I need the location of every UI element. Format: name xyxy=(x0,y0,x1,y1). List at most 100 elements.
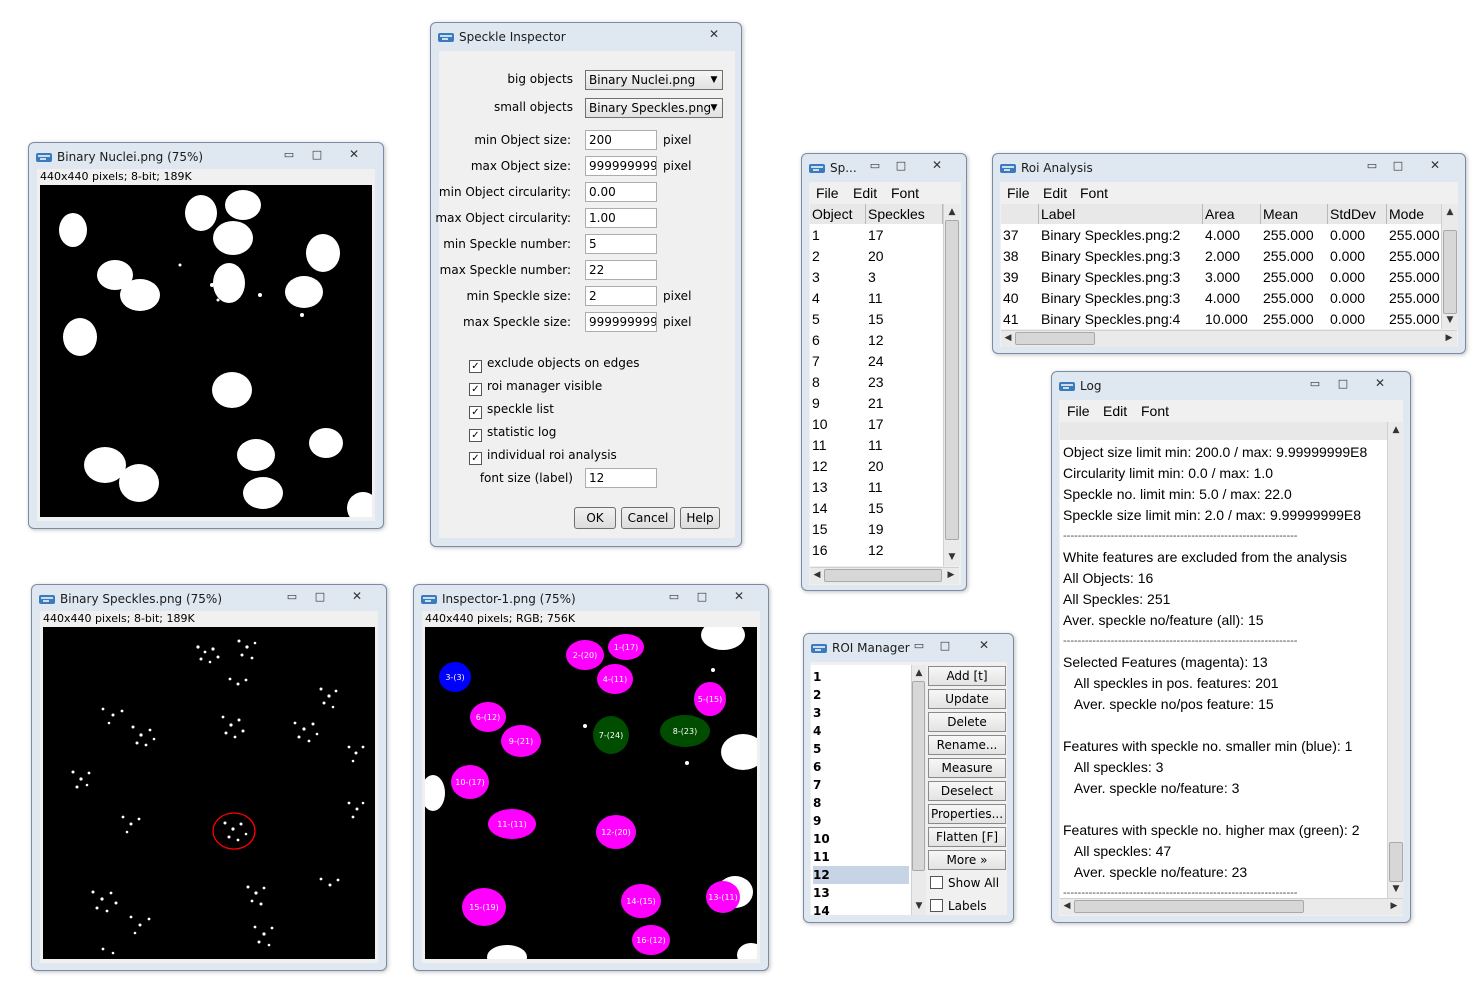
roi-list-item[interactable]: 14 xyxy=(813,904,830,915)
properties-button[interactable]: Properties... xyxy=(928,804,1006,824)
roi-list-item[interactable]: 9 xyxy=(813,814,822,828)
image-canvas[interactable]: 1-(17) 2-(20) 3-(3) 4-(11) 5-(15) 6-(12) 7-(24… xyxy=(425,627,757,959)
title-bar[interactable]: Roi Analysis ▭ □ ✕ xyxy=(993,154,1465,182)
close-icon[interactable]: ✕ xyxy=(931,158,943,172)
menu-edit[interactable]: Edit xyxy=(1043,185,1068,201)
table-row[interactable]: 5 15 xyxy=(810,309,943,330)
table-row[interactable]: 16 12 xyxy=(810,540,943,561)
table-row[interactable]: 40 Binary Speckles.png:3 4.000 255.000 0.000… xyxy=(1001,288,1441,309)
vertical-scrollbar[interactable]: ▲ ▼ xyxy=(1387,422,1404,898)
add-button[interactable]: Add [t] xyxy=(928,666,1006,686)
table-row[interactable]: 6 12 xyxy=(810,330,943,351)
table-row[interactable]: 37 Binary Speckles.png:2 4.000 255.000 0.000… xyxy=(1001,225,1441,246)
minimize-icon[interactable]: ▭ xyxy=(668,590,680,603)
min-speckle-number-input[interactable]: 5 xyxy=(585,234,657,254)
scroll-thumb[interactable] xyxy=(1443,230,1457,314)
header-mode[interactable]: Mode xyxy=(1387,204,1441,224)
horizontal-scrollbar[interactable]: ◀ ▶ xyxy=(1001,330,1457,347)
vertical-scrollbar[interactable]: ▲ ▼ xyxy=(911,665,926,915)
close-icon[interactable]: ✕ xyxy=(1429,158,1441,172)
scroll-thumb[interactable] xyxy=(1389,842,1403,882)
title-bar[interactable]: Sp... ▭ □ ✕ xyxy=(802,154,966,182)
max-speckle-number-input[interactable]: 22 xyxy=(585,260,657,280)
close-icon[interactable]: ✕ xyxy=(708,27,720,41)
scroll-up-icon[interactable]: ▲ xyxy=(915,668,923,678)
font-size-input[interactable]: 12 xyxy=(585,468,657,488)
max-object-size-input[interactable]: 999999999 xyxy=(585,156,657,176)
scroll-thumb[interactable] xyxy=(1074,900,1304,913)
scroll-left-icon[interactable]: ◀ xyxy=(1063,901,1071,911)
scroll-thumb[interactable] xyxy=(1015,332,1095,345)
maximize-icon[interactable]: □ xyxy=(1392,159,1404,172)
individual-roi-analysis-checkbox[interactable]: ✓ individual roi analysis xyxy=(469,448,617,465)
rename-button[interactable]: Rename... xyxy=(928,735,1006,755)
ok-button[interactable]: OK xyxy=(574,507,616,529)
minimize-icon[interactable]: ▭ xyxy=(283,148,295,161)
table-row[interactable]: 15 19 xyxy=(810,519,943,540)
delete-button[interactable]: Delete xyxy=(928,712,1006,732)
roi-list-item[interactable]: 2 xyxy=(813,688,822,702)
roi-list-item[interactable]: 1 xyxy=(813,670,822,684)
maximize-icon[interactable]: □ xyxy=(314,590,326,603)
scroll-left-icon[interactable]: ◀ xyxy=(813,570,821,580)
scroll-up-icon[interactable]: ▲ xyxy=(1446,207,1454,217)
speckle-list-checkbox[interactable]: ✓ speckle list xyxy=(469,402,554,419)
results-table[interactable]: Label Area Mean StdDev Mode 37 Binary Spe… xyxy=(1001,204,1441,329)
header-index[interactable] xyxy=(1001,204,1039,224)
title-bar[interactable]: Inspector-1.png (75%) ▭ □ ✕ xyxy=(414,585,768,613)
roi-list-item[interactable]: 10 xyxy=(813,832,830,846)
roi-list-item[interactable]: 3 xyxy=(813,706,822,720)
measure-button[interactable]: Measure xyxy=(928,758,1006,778)
maximize-icon[interactable]: □ xyxy=(895,159,907,172)
scroll-thumb[interactable] xyxy=(945,220,959,540)
update-button[interactable]: Update xyxy=(928,689,1006,709)
maximize-icon[interactable]: □ xyxy=(1337,377,1349,390)
scroll-right-icon[interactable]: ▶ xyxy=(1445,333,1453,343)
menu-file[interactable]: File xyxy=(1007,185,1030,201)
header-area[interactable]: Area xyxy=(1203,204,1261,224)
table-row[interactable]: 4 11 xyxy=(810,288,943,309)
title-bar[interactable]: Binary Speckles.png (75%) ▭ □ ✕ xyxy=(32,585,386,613)
roi-analysis-window[interactable]: Roi Analysis ▭ □ ✕ File Edit Font Label … xyxy=(992,153,1466,354)
header-object[interactable]: Object xyxy=(810,204,866,224)
binary-nuclei-window[interactable]: Binary Nuclei.png (75%) ▭ □ ✕ 440x440 pi… xyxy=(28,142,384,529)
roi-list-item[interactable]: 5 xyxy=(813,742,822,756)
table-row[interactable]: 38 Binary Speckles.png:3 2.000 255.000 0.000… xyxy=(1001,246,1441,267)
scroll-down-icon[interactable]: ▼ xyxy=(915,901,923,911)
min-object-size-input[interactable]: 200 xyxy=(585,130,657,150)
help-button[interactable]: Help xyxy=(680,507,720,529)
show-all-checkbox[interactable]: Show All xyxy=(930,876,999,890)
minimize-icon[interactable]: ▭ xyxy=(1366,159,1378,172)
scroll-up-icon[interactable]: ▲ xyxy=(1392,425,1400,435)
table-row[interactable]: 2 20 xyxy=(810,246,943,267)
horizontal-scrollbar[interactable]: ◀ ▶ xyxy=(1060,898,1403,915)
table-row[interactable]: 12 20 xyxy=(810,456,943,477)
table-row[interactable]: 1 17 xyxy=(810,225,943,246)
header-speckles[interactable]: Speckles xyxy=(866,204,943,224)
menu-font[interactable]: Font xyxy=(1080,185,1109,201)
menu-file[interactable]: File xyxy=(1067,403,1090,419)
binary-speckles-window[interactable]: Binary Speckles.png (75%) ▭ □ ✕ 440x440 … xyxy=(31,584,387,971)
deselect-button[interactable]: Deselect xyxy=(928,781,1006,801)
table-row[interactable]: 39 Binary Speckles.png:3 3.000 255.000 0.000… xyxy=(1001,267,1441,288)
title-bar[interactable]: ROI Manager ▭ □ ✕ xyxy=(804,634,1013,662)
inspector-image-window[interactable]: Inspector-1.png (75%) ▭ □ ✕ 440x440 pixe… xyxy=(413,584,769,971)
log-window[interactable]: Log ▭ □ ✕ File Edit Font Object size lim… xyxy=(1051,371,1411,923)
maximize-icon[interactable]: □ xyxy=(939,639,951,652)
minimize-icon[interactable]: ▭ xyxy=(1309,377,1321,390)
scroll-left-icon[interactable]: ◀ xyxy=(1004,333,1012,343)
minimize-icon[interactable]: ▭ xyxy=(913,639,925,652)
title-bar[interactable]: Log ▭ □ ✕ xyxy=(1052,372,1410,400)
menu-edit[interactable]: Edit xyxy=(853,185,878,201)
menu-font[interactable]: Font xyxy=(891,185,920,201)
close-icon[interactable]: ✕ xyxy=(351,589,363,603)
exclude-edges-checkbox[interactable]: ✓ exclude objects on edges xyxy=(469,356,639,373)
close-icon[interactable]: ✕ xyxy=(733,589,745,603)
title-bar[interactable]: Binary Nuclei.png (75%) ▭ □ ✕ xyxy=(29,143,383,171)
minimize-icon[interactable]: ▭ xyxy=(286,590,298,603)
table-row[interactable]: 14 15 xyxy=(810,498,943,519)
scroll-thumb[interactable] xyxy=(912,681,925,871)
menu-font[interactable]: Font xyxy=(1141,403,1170,419)
min-object-circularity-input[interactable]: 0.00 xyxy=(585,182,657,202)
table-row[interactable]: 13 11 xyxy=(810,477,943,498)
